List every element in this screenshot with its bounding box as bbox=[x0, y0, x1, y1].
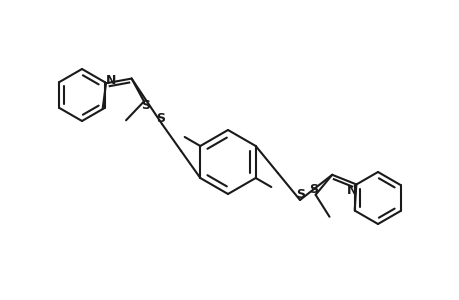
Text: S: S bbox=[308, 183, 318, 196]
Text: S: S bbox=[156, 112, 165, 124]
Text: S: S bbox=[141, 99, 150, 112]
Text: S: S bbox=[296, 188, 305, 200]
Text: N: N bbox=[106, 74, 116, 87]
Text: N: N bbox=[347, 184, 357, 197]
